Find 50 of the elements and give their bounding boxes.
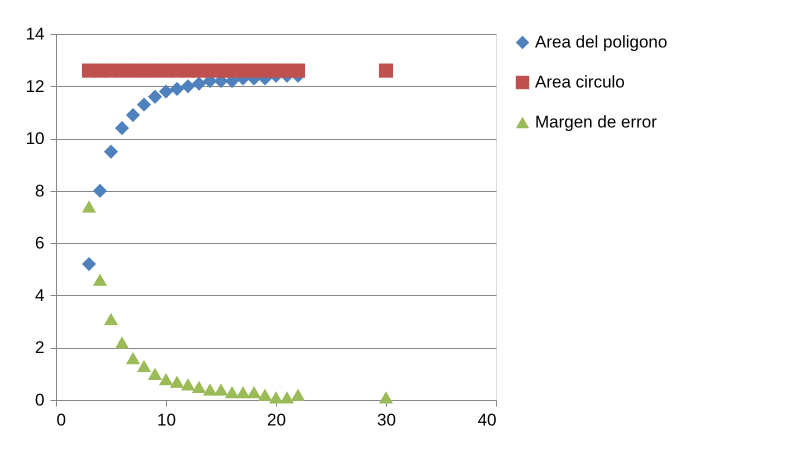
legend-label: Area circulo [535, 72, 625, 92]
point [158, 372, 174, 386]
point [224, 386, 240, 398]
x-tick-label: 10 [157, 410, 176, 430]
point [192, 76, 206, 91]
point [148, 368, 162, 380]
point [180, 378, 196, 390]
point [136, 98, 152, 112]
point [136, 360, 152, 372]
y-tick-label: 8 [35, 181, 44, 200]
point [192, 380, 206, 394]
point [214, 383, 228, 396]
point [114, 121, 130, 136]
point [236, 386, 250, 398]
point [104, 312, 118, 326]
point [280, 391, 294, 404]
point [268, 391, 284, 404]
point [378, 391, 394, 404]
point [148, 90, 162, 104]
point [170, 376, 184, 388]
y-tick-label: 2 [35, 338, 44, 358]
point [290, 64, 306, 78]
legend-label: Area del poligono [535, 32, 668, 52]
point [126, 352, 140, 364]
x-tick-label: 0 [56, 410, 66, 430]
y-tick-label: 4 [35, 286, 44, 305]
point [170, 82, 184, 96]
y-tick-label: 14 [26, 24, 44, 44]
x-tick-label: 40 [478, 410, 496, 430]
point [158, 84, 174, 99]
y-tick-label: 0 [35, 390, 44, 410]
point [126, 108, 140, 122]
y-tick-label: 6 [35, 234, 44, 253]
point [92, 184, 108, 198]
point [246, 386, 262, 398]
point [202, 383, 218, 396]
y-tick-label: 12 [26, 76, 44, 96]
point [290, 388, 306, 401]
point [114, 336, 130, 349]
y-tick-label: 10 [26, 129, 44, 148]
point [82, 256, 96, 272]
point [92, 274, 108, 286]
point [82, 200, 96, 213]
point [258, 388, 272, 401]
point [180, 79, 196, 94]
point [104, 144, 118, 159]
x-tick-label: 20 [267, 410, 286, 430]
x-tick-label: 30 [377, 410, 396, 430]
point [378, 64, 394, 78]
legend-label: Margen de error [535, 112, 658, 132]
